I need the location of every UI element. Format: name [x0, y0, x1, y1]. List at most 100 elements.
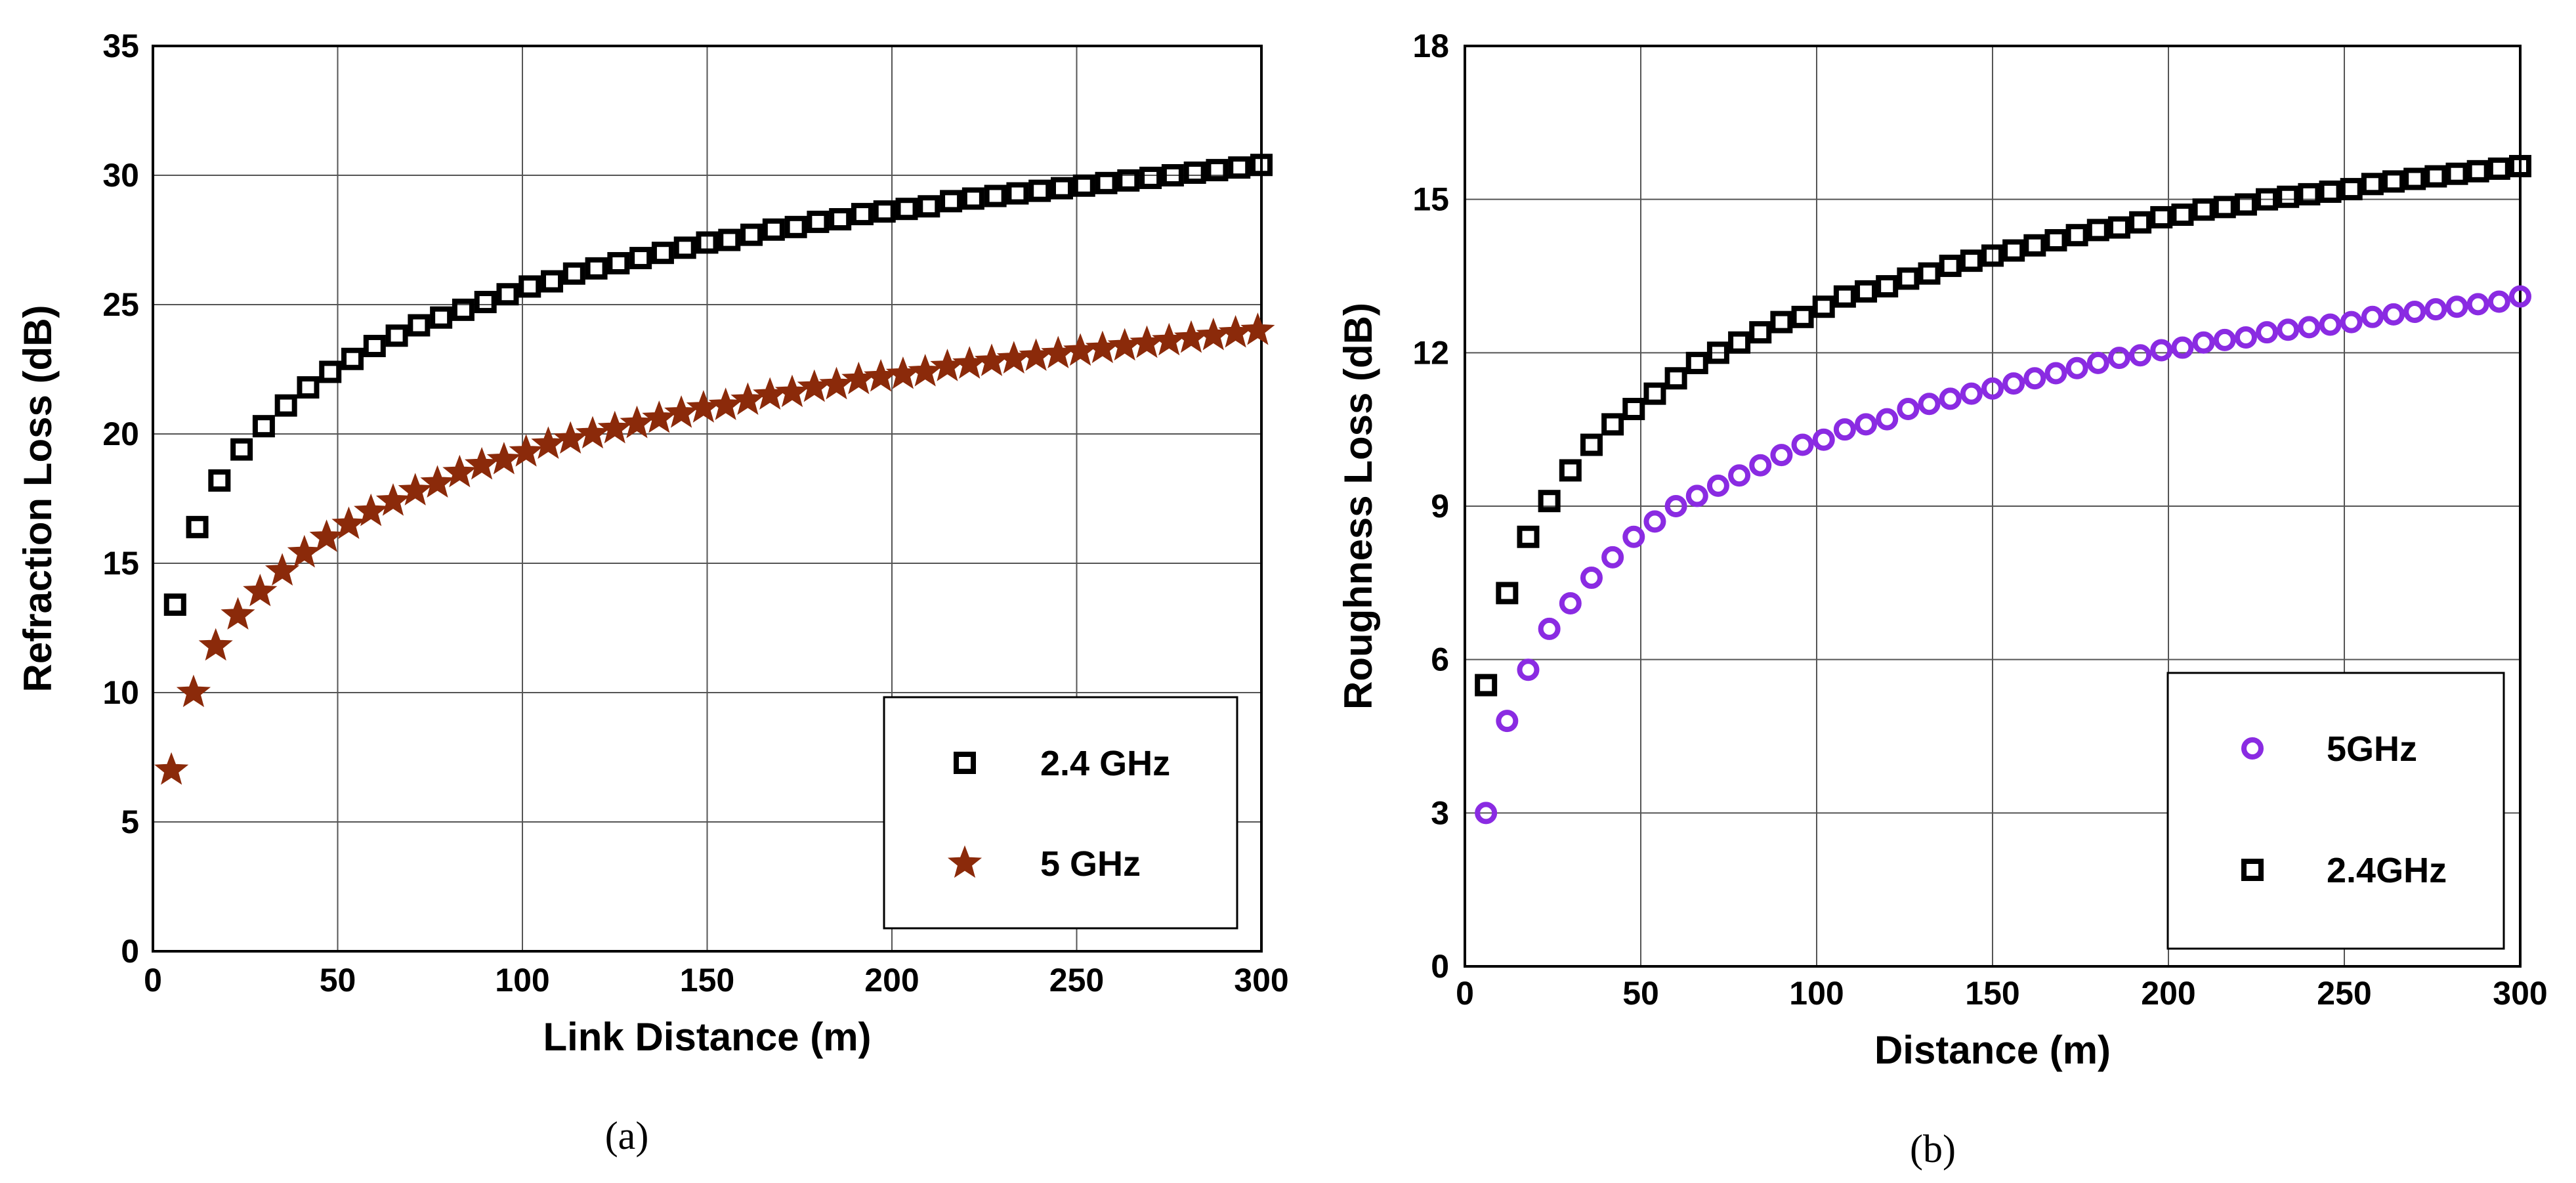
data-point: [2044, 228, 2067, 251]
data-point: [1749, 321, 1772, 344]
x-axis-label: Distance (m): [1874, 1028, 2111, 1072]
data-point: [486, 441, 521, 475]
data-point: [420, 465, 455, 498]
data-point: [264, 553, 300, 586]
data-point: [221, 597, 255, 630]
legend-box: [2166, 672, 2505, 950]
data-point: [1041, 335, 1076, 369]
data-point: [1475, 674, 1498, 697]
data-point: [1770, 311, 1793, 333]
data-point: [996, 341, 1031, 374]
data-point: [1196, 317, 1231, 351]
data-point: [2234, 326, 2257, 349]
data-point: [531, 426, 566, 459]
data-point: [1960, 382, 1983, 405]
data-point: [1706, 341, 1729, 364]
data-point: [829, 207, 852, 230]
data-point: [952, 346, 987, 379]
legend-label: 5 GHz: [1040, 844, 1141, 884]
y-tick-label: 30: [102, 157, 139, 194]
data-point: [408, 314, 431, 337]
data-point: [2234, 193, 2257, 216]
data-point: [2086, 219, 2109, 242]
data-point: [1791, 305, 1814, 328]
data-point: [2171, 204, 2194, 226]
data-point: [1601, 413, 1624, 436]
data-point: [1855, 280, 1878, 303]
data-point: [1981, 244, 2004, 267]
data-point: [2256, 321, 2279, 344]
data-point: [2509, 155, 2531, 178]
data-point: [1876, 408, 1899, 431]
data-point: [651, 242, 674, 265]
data-point: [2340, 178, 2363, 201]
data-point: [930, 349, 965, 381]
x-tick-label: 300: [2493, 975, 2547, 1012]
data-point: [452, 298, 475, 321]
data-point: [1028, 179, 1051, 202]
x-axis-label: Link Distance (m): [543, 1015, 871, 1059]
data-point: [708, 387, 743, 420]
x-tick-label: 200: [864, 962, 919, 999]
data-point: [1206, 159, 1229, 182]
data-point: [1240, 312, 1275, 345]
data-point: [1559, 459, 1582, 482]
data-point: [2445, 162, 2468, 185]
data-point: [2107, 347, 2130, 370]
data-point: [2002, 239, 2025, 262]
data-point: [1812, 428, 1835, 451]
legend-label: 2.4GHz: [2327, 851, 2447, 890]
panel-b-caption: (b): [1910, 1127, 1956, 1171]
data-point: [2403, 301, 2426, 324]
x-tick-label: 200: [2141, 975, 2195, 1012]
data-point: [163, 593, 186, 616]
data-point: [1833, 418, 1856, 441]
data-point: [1812, 295, 1835, 318]
data-point: [198, 628, 233, 661]
data-point: [1559, 592, 1582, 614]
data-point: [1728, 464, 1751, 487]
panel-a-caption: (a): [605, 1114, 649, 1157]
panel-b-chart: 0 50 100 150 200 250 300 0 3 6 9 12 15 18 Distance (m)…: [1336, 28, 2548, 1072]
data-point: [1749, 454, 1772, 477]
data-point: [1475, 802, 1498, 825]
y-tick-label: 12: [1412, 334, 1449, 371]
data-point: [553, 421, 588, 454]
data-point: [2277, 185, 2300, 208]
data-point: [1006, 182, 1029, 205]
data-point: [2424, 165, 2447, 188]
y-tick-label: 15: [102, 545, 139, 582]
data-point: [1728, 331, 1751, 354]
y-tick-label: 5: [121, 804, 139, 840]
data-point: [1139, 166, 1162, 189]
legend-marker: [2241, 737, 2264, 760]
series-2.4ghz: [1475, 155, 2531, 697]
legend: 5GHz 2.4GHz: [2166, 672, 2505, 950]
data-point: [1250, 154, 1273, 177]
data-point: [1939, 387, 1962, 410]
data-point: [1152, 322, 1187, 356]
data-point: [186, 515, 209, 538]
data-point: [1161, 164, 1184, 186]
data-point: [1019, 338, 1053, 371]
data-point: [1601, 546, 1624, 569]
legend-marker: [2241, 859, 2264, 881]
data-point: [2023, 367, 2046, 390]
y-tick-label: 0: [1431, 948, 1449, 985]
data-point: [1622, 525, 1645, 548]
data-point: [575, 416, 610, 449]
data-point: [1981, 377, 2004, 400]
data-point: [243, 573, 278, 607]
data-point: [1050, 177, 1073, 200]
data-point: [673, 236, 696, 259]
data-point: [1664, 367, 1687, 390]
y-tick-label: 0: [121, 933, 139, 970]
legend-label: 5GHz: [2327, 729, 2417, 769]
data-point: [585, 257, 608, 280]
data-point: [2382, 303, 2405, 326]
data-point: [2361, 173, 2384, 196]
data-point: [686, 390, 721, 423]
x-tick-label: 0: [144, 962, 162, 999]
data-point: [2129, 211, 2152, 234]
data-point: [1218, 314, 1253, 348]
